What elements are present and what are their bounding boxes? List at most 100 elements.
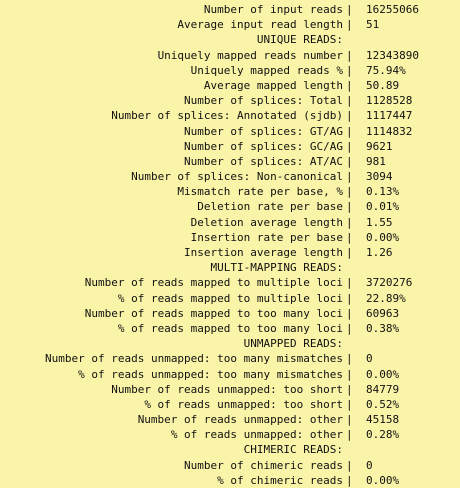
stat-label: Number of reads unmapped: other: [137, 413, 343, 427]
stat-row: Number of splices: AT/AC | 981: [0, 154, 460, 169]
stat-row: Number of chimeric reads | 0: [0, 458, 460, 473]
stat-label: Uniquely mapped reads %: [190, 63, 343, 77]
column-separator: |: [346, 473, 353, 487]
stat-value: 0.00%: [366, 473, 400, 487]
stat-row: Deletion rate per base | 0.01%: [0, 199, 460, 214]
stat-row: Number of splices: Non-canonical | 3094: [0, 169, 460, 184]
column-separator: |: [346, 170, 353, 184]
stat-label: Deletion average length: [190, 215, 343, 229]
stat-value: 1128528: [366, 94, 413, 108]
stat-value: 75.94%: [366, 63, 406, 77]
column-separator: |: [346, 367, 353, 381]
stat-row: Number of reads unmapped: too short | 8477…: [0, 382, 460, 397]
stat-row: Number of splices: GC/AG | 9621: [0, 139, 460, 154]
column-separator: |: [346, 321, 353, 335]
column-separator: |: [346, 230, 353, 244]
stat-row: Number of reads unmapped: too many misma…: [0, 351, 460, 366]
stat-row: Deletion average length | 1.55: [0, 215, 460, 230]
stat-label: Number of splices: GC/AG: [184, 139, 343, 153]
stat-value: 9621: [366, 139, 393, 153]
column-separator: |: [346, 200, 353, 214]
column-separator: |: [346, 109, 353, 123]
column-separator: |: [346, 185, 353, 199]
stat-label: Number of reads unmapped: too short: [111, 382, 343, 396]
stat-value: 60963: [366, 306, 400, 320]
stat-value: 1117447: [366, 109, 413, 123]
stat-row: Mismatch rate per base, % | 0.13%: [0, 184, 460, 199]
stat-label: Number of reads mapped to too many loci: [84, 306, 343, 320]
stat-row: Number of splices: Total | 1128528: [0, 93, 460, 108]
stat-value: 3094: [366, 170, 393, 184]
stat-row: Average mapped length | 50.89: [0, 78, 460, 93]
stat-value: 0.52%: [366, 397, 400, 411]
stat-value: 3720276: [366, 276, 413, 290]
stat-value: 50.89: [366, 78, 400, 92]
stat-label: % of reads mapped to too many loci: [117, 321, 343, 335]
section-header: UNMAPPED READS:: [243, 337, 343, 351]
stat-value: 84779: [366, 382, 400, 396]
stat-row: % of reads mapped to too many loci | 0.38%: [0, 321, 460, 336]
stat-value: 981: [366, 154, 386, 168]
column-separator: |: [346, 215, 353, 229]
stat-row: % of chimeric reads | 0.00%: [0, 473, 460, 488]
stat-row: Number of reads mapped to too many loci |…: [0, 306, 460, 321]
stat-value: 16255066: [366, 3, 419, 16]
section-header-row: CHIMERIC READS:: [0, 442, 460, 457]
stat-label: Insertion average length: [184, 246, 343, 259]
column-separator: |: [346, 352, 353, 366]
stat-label: Number of splices: AT/AC: [184, 154, 343, 168]
stat-row: Average input read length | 51: [0, 17, 460, 32]
stat-row: % of reads unmapped: too many mismatches…: [0, 367, 460, 382]
section-header-row: UNIQUE READS:: [0, 32, 460, 47]
stat-label: Number of splices: Non-canonical: [131, 170, 343, 184]
stat-row: Number of reads unmapped: other | 45158: [0, 412, 460, 427]
column-separator: |: [346, 63, 353, 77]
stat-value: 45158: [366, 413, 400, 427]
section-header: UNIQUE READS:: [256, 33, 343, 47]
stat-value: 1114832: [366, 124, 413, 138]
stat-label: Average mapped length: [203, 78, 343, 92]
stat-label: Number of input reads: [203, 3, 343, 16]
stat-value: 1.26: [366, 246, 393, 259]
section-header-row: UNMAPPED READS:: [0, 336, 460, 351]
column-separator: |: [346, 94, 353, 108]
stat-label: Average input read length: [177, 18, 343, 32]
stat-row: Number of input reads | 16255066: [0, 2, 460, 17]
column-separator: |: [346, 428, 353, 442]
stat-value: 0.00%: [366, 367, 400, 381]
stat-value: 0.13%: [366, 185, 400, 199]
stat-label: Uniquely mapped reads number: [157, 48, 343, 62]
stat-label: % of chimeric reads: [217, 473, 343, 487]
stat-label: Number of splices: Total: [184, 94, 343, 108]
stat-label: % of reads unmapped: too short: [144, 397, 343, 411]
column-separator: |: [346, 397, 353, 411]
stat-label: Number of splices: GT/AG: [184, 124, 343, 138]
column-separator: |: [346, 154, 353, 168]
column-separator: |: [346, 18, 353, 32]
stat-row: Insertion average length | 1.26: [0, 245, 460, 260]
section-header-row: MULTI-MAPPING READS:: [0, 260, 460, 275]
stat-label: Number of reads unmapped: too many misma…: [44, 352, 343, 366]
stat-value: 1.55: [366, 215, 393, 229]
stat-value: 51: [366, 18, 380, 32]
stat-value: 12343890: [366, 48, 419, 62]
column-separator: |: [346, 78, 353, 92]
stat-row: % of reads unmapped: too short | 0.52%: [0, 397, 460, 412]
column-separator: |: [346, 276, 353, 290]
stat-value: 0.00%: [366, 230, 400, 244]
stat-label: Deletion rate per base: [197, 200, 343, 214]
stat-row: Uniquely mapped reads number | 12343890: [0, 48, 460, 63]
column-separator: |: [346, 291, 353, 305]
stat-row: Number of splices: Annotated (sjdb) | 1117…: [0, 108, 460, 123]
stat-row: Number of splices: GT/AG | 1114832: [0, 124, 460, 139]
column-separator: |: [346, 306, 353, 320]
column-separator: |: [346, 48, 353, 62]
stat-label: Number of splices: Annotated (sjdb): [111, 109, 343, 123]
stat-row: Insertion rate per base | 0.00%: [0, 230, 460, 245]
column-separator: |: [346, 382, 353, 396]
column-separator: |: [346, 413, 353, 427]
stat-label: % of reads unmapped: too many mismatches: [78, 367, 343, 381]
stat-value: 0.01%: [366, 200, 400, 214]
stat-row: Number of reads mapped to multiple loci |…: [0, 275, 460, 290]
